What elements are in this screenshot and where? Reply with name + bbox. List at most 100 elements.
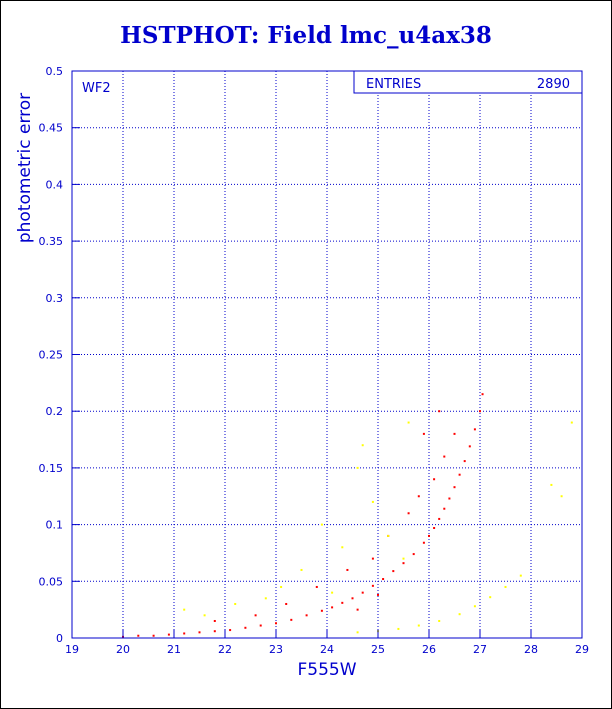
y-tick-label: 0.35 xyxy=(39,235,64,248)
x-tick-label: 29 xyxy=(575,643,589,656)
data-point xyxy=(458,613,461,616)
data-point xyxy=(183,632,186,635)
data-point xyxy=(213,630,216,633)
data-point xyxy=(361,444,364,447)
data-point xyxy=(448,497,451,500)
data-point xyxy=(438,410,441,413)
data-point xyxy=(320,609,323,612)
data-point xyxy=(356,608,359,611)
data-point xyxy=(438,619,441,622)
data-point xyxy=(422,432,425,435)
data-point xyxy=(468,445,471,448)
data-point xyxy=(244,626,247,629)
x-tick-label: 21 xyxy=(167,643,181,656)
data-point xyxy=(346,568,349,571)
data-point xyxy=(504,585,507,588)
x-tick-label: 24 xyxy=(320,643,334,656)
data-point xyxy=(377,593,379,596)
data-point xyxy=(285,602,288,605)
data-point xyxy=(417,624,420,627)
data-point xyxy=(417,495,420,498)
data-point xyxy=(519,574,522,577)
data-point xyxy=(438,517,441,520)
data-point xyxy=(402,562,405,565)
data-point xyxy=(315,585,318,588)
data-point xyxy=(213,619,216,622)
data-point xyxy=(433,478,436,481)
y-tick-label: 0.45 xyxy=(39,122,64,135)
data-point xyxy=(254,614,257,617)
entries-value: 2890 xyxy=(537,77,570,92)
y-tick-label: 0.3 xyxy=(46,292,64,305)
data-point xyxy=(560,495,563,498)
data-point xyxy=(371,557,374,560)
data-point xyxy=(473,605,476,608)
data-point xyxy=(234,602,237,605)
entries-label: ENTRIES xyxy=(366,77,421,92)
data-point xyxy=(320,523,323,526)
chart-title: HSTPHOT: Field lmc_u4ax38 xyxy=(120,22,492,49)
data-point xyxy=(300,568,303,571)
y-tick-label: 0.4 xyxy=(46,178,64,191)
stats-box-frame xyxy=(353,70,583,94)
data-point xyxy=(570,421,573,424)
x-tick-label: 26 xyxy=(422,643,436,656)
data-point xyxy=(361,591,364,594)
data-point xyxy=(387,534,390,537)
data-point xyxy=(275,622,277,625)
data-point xyxy=(264,597,267,600)
x-tick-label: 27 xyxy=(473,643,487,656)
data-point xyxy=(351,597,354,600)
stats-box: ENTRIES 2890 xyxy=(353,70,583,94)
y-tick-label: 0 xyxy=(56,632,63,645)
y-tick-label: 0.5 xyxy=(46,65,64,78)
data-point xyxy=(397,627,400,630)
x-tick-label: 20 xyxy=(116,643,130,656)
data-point xyxy=(371,500,374,503)
data-point xyxy=(443,455,446,458)
data-point xyxy=(458,473,461,476)
y-axis-label: photometric error xyxy=(15,93,35,243)
grid-lines xyxy=(71,70,583,639)
data-point xyxy=(489,596,492,599)
data-point xyxy=(280,585,283,588)
data-point xyxy=(371,584,374,587)
data-point xyxy=(412,553,415,556)
y-tick-label: 0.05 xyxy=(39,575,64,588)
data-point xyxy=(382,578,385,581)
x-tick-label: 19 xyxy=(65,643,79,656)
data-point xyxy=(433,527,436,530)
x-tick-label: 22 xyxy=(218,643,232,656)
data-point xyxy=(203,614,206,617)
data-point xyxy=(229,629,232,632)
data-point xyxy=(167,633,170,636)
data-point xyxy=(422,541,425,544)
data-point xyxy=(392,570,395,573)
axis-ticks: 19 20 21 22 23 24 25 26 27 28 29 0 0.05 0.1 0.15 0.2 0.2… xyxy=(39,65,590,656)
data-point xyxy=(550,483,553,486)
data-point xyxy=(473,428,476,431)
data-point xyxy=(479,410,481,413)
data-point xyxy=(290,618,293,621)
data-point xyxy=(305,614,308,617)
data-point xyxy=(331,591,334,594)
data-point xyxy=(137,634,140,637)
y-tick-label: 0.1 xyxy=(46,519,64,532)
data-point xyxy=(402,557,405,560)
data-point xyxy=(407,421,410,424)
data-point xyxy=(198,631,201,634)
data-point xyxy=(453,432,456,435)
data-point xyxy=(341,601,344,604)
data-point xyxy=(331,606,334,609)
y-tick-label: 0.25 xyxy=(39,349,64,362)
data-point xyxy=(356,466,359,469)
data-point xyxy=(453,486,456,489)
data-point xyxy=(356,631,359,634)
x-tick-label: 25 xyxy=(371,643,385,656)
data-point xyxy=(341,546,344,549)
data-points xyxy=(122,393,573,638)
data-point xyxy=(259,624,262,627)
x-axis-label: F555W xyxy=(297,660,356,680)
data-point xyxy=(443,507,446,510)
